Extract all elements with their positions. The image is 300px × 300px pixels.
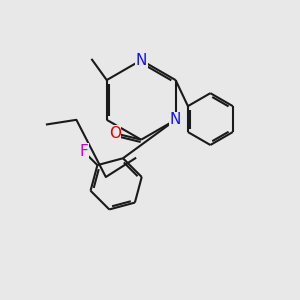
- Text: N: N: [136, 53, 147, 68]
- Text: O: O: [109, 126, 121, 141]
- Text: N: N: [170, 112, 181, 127]
- Text: F: F: [80, 144, 88, 159]
